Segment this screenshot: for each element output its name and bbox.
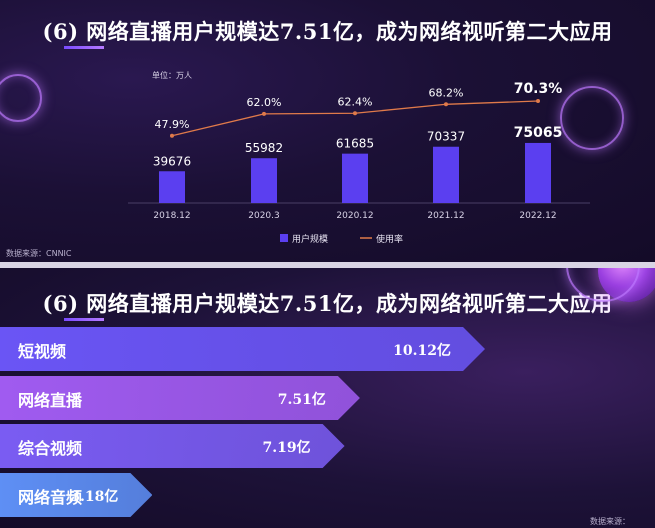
x-tick-label: 2022.12 bbox=[519, 211, 556, 221]
band-label: 短视频 bbox=[18, 342, 67, 361]
legend-label-bar: 用户规模 bbox=[292, 233, 328, 245]
usage-rate-label: 70.3% bbox=[514, 81, 563, 97]
usage-rate-point bbox=[170, 133, 174, 138]
source-note-bottom: 数据来源：CNNIC bbox=[590, 517, 630, 528]
x-tick-label: 2020.12 bbox=[336, 211, 373, 221]
decor-orb-left bbox=[0, 74, 42, 122]
title-underline-bottom bbox=[64, 318, 104, 321]
bar-value-label: 39676 bbox=[153, 154, 191, 168]
band-value: 10.12亿 bbox=[393, 343, 451, 359]
page-title-bottom: (6) 网络直播用户规模达7.51亿，成为网络视听第二大应用 bbox=[42, 291, 613, 316]
bar-user-scale bbox=[433, 146, 459, 203]
usage-rate-point bbox=[353, 111, 357, 116]
bar-value-label: 61685 bbox=[336, 137, 374, 151]
x-tick-label: 2018.12 bbox=[153, 211, 190, 221]
user-scale-chart: 用户规模 使用率 39676 2018.12 55982 2020.3 61685 202… bbox=[128, 81, 590, 245]
band-label: 综合视频 bbox=[18, 439, 83, 458]
bar-user-scale bbox=[159, 171, 185, 203]
usage-rate-label: 47.9% bbox=[155, 118, 190, 131]
band-label: 网络直播 bbox=[18, 391, 83, 410]
platform-band: 短视频 10.12亿 bbox=[0, 327, 485, 371]
bar-value-label: 70337 bbox=[427, 130, 465, 144]
usage-rate-label: 68.2% bbox=[429, 86, 464, 99]
bar-user-scale bbox=[251, 158, 277, 203]
bar-value-label: 75065 bbox=[514, 125, 563, 141]
bottom-panel: (6) 网络直播用户规模达7.51亿，成为网络视听第二大应用 短视频 10.12亿… bbox=[0, 268, 655, 528]
bar-user-scale bbox=[342, 153, 368, 203]
usage-rate-point bbox=[444, 102, 448, 107]
legend-swatch-bar bbox=[280, 234, 288, 242]
unit-label: 单位：万人 bbox=[152, 71, 192, 80]
source-note: 数据来源：CNNIC bbox=[6, 249, 72, 258]
platform-band: 网络直播 7.51亿 bbox=[0, 376, 360, 420]
usage-rate-label: 62.4% bbox=[338, 95, 373, 108]
bar-value-label: 55982 bbox=[245, 141, 283, 155]
band-value: 3.18亿 bbox=[70, 489, 119, 505]
band-value: 7.19亿 bbox=[262, 440, 311, 456]
x-tick-label: 2020.3 bbox=[248, 211, 280, 221]
decor-orb-right bbox=[560, 86, 624, 150]
page-title: (6) 网络直播用户规模达7.51亿，成为网络视听第二大应用 bbox=[42, 19, 613, 44]
top-panel: (6) 网络直播用户规模达7.51亿，成为网络视听第二大应用 单位：万人 用户规… bbox=[0, 0, 655, 262]
panel-divider bbox=[0, 262, 655, 268]
usage-rate-point bbox=[536, 99, 540, 104]
usage-rate-point bbox=[262, 111, 266, 116]
band-label: 网络音频 bbox=[18, 488, 83, 507]
legend-label-line: 使用率 bbox=[376, 233, 403, 245]
bar-user-scale bbox=[525, 142, 551, 203]
platform-band: 网络音频 3.18亿 bbox=[0, 473, 152, 517]
platform-band: 综合视频 7.19亿 bbox=[0, 424, 345, 468]
title-underline bbox=[64, 46, 104, 49]
usage-rate-label: 62.0% bbox=[247, 96, 282, 109]
band-value: 7.51亿 bbox=[277, 392, 326, 408]
x-tick-label: 2021.12 bbox=[427, 211, 464, 221]
